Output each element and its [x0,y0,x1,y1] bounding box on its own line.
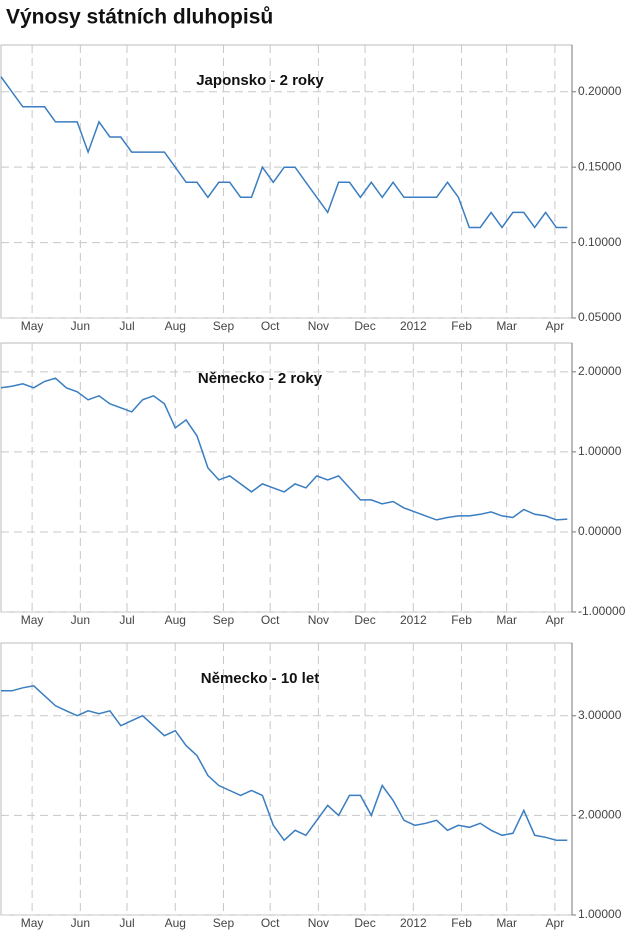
y-tick-label: 0.10000 [578,235,622,249]
line-series [0,377,568,521]
x-tick-label: Apr [546,916,565,930]
x-tick-label: Oct [261,319,280,333]
x-tick-label: Mar [496,613,517,627]
panel-title: Německo - 10 let [201,670,319,687]
x-tick-label: Dec [354,319,375,333]
x-tick-label: Sep [213,319,235,333]
x-tick-label: Aug [165,613,186,627]
x-tick-label: 2012 [400,916,427,930]
x-tick-label: Feb [451,613,472,627]
x-tick-label: Jul [119,916,134,930]
x-tick-label: Sep [213,613,235,627]
y-tick-label: 0.00000 [578,524,622,538]
line-series [1,684,568,842]
x-tick-label: Nov [308,916,329,930]
x-tick-label: Nov [308,613,329,627]
x-tick-label: Nov [308,319,329,333]
x-tick-label: 2012 [400,613,427,627]
x-tick-label: Dec [354,916,375,930]
x-tick-label: Sep [213,916,235,930]
page-title: Výnosy státních dluhopisů [6,6,273,29]
panel-title: Německo - 2 roky [198,370,323,387]
x-tick-label: Apr [546,319,565,333]
y-tick-label: 1.00000 [578,907,622,921]
x-tick-label: May [21,916,44,930]
x-tick-label: Dec [354,613,375,627]
x-tick-label: Aug [165,916,186,930]
x-tick-label: Oct [261,613,280,627]
y-tick-label: 1.00000 [578,444,622,458]
y-tick-label: 0.15000 [578,159,622,173]
x-tick-label: Feb [451,319,472,333]
x-tick-label: Oct [261,916,280,930]
x-tick-label: Aug [165,319,186,333]
x-tick-label: May [21,613,44,627]
panel-title: Japonsko - 2 roky [196,72,324,89]
x-tick-label: Mar [496,319,517,333]
y-tick-label: 3.00000 [578,708,622,722]
x-tick-label: Apr [546,613,565,627]
x-tick-label: Jun [71,916,90,930]
x-tick-label: May [21,319,44,333]
y-tick-label: -1.00000 [578,604,626,618]
x-tick-label: Mar [496,916,517,930]
y-tick-label: 0.05000 [578,310,622,324]
x-tick-label: Jun [71,613,90,627]
line-series [0,76,568,229]
x-tick-label: 2012 [400,319,427,333]
y-tick-label: 2.00000 [578,808,622,822]
y-tick-label: 0.20000 [578,84,622,98]
x-tick-label: Jun [71,319,90,333]
x-tick-label: Jul [119,319,134,333]
x-tick-label: Feb [451,916,472,930]
y-tick-label: 2.00000 [578,364,622,378]
x-tick-label: Jul [119,613,134,627]
